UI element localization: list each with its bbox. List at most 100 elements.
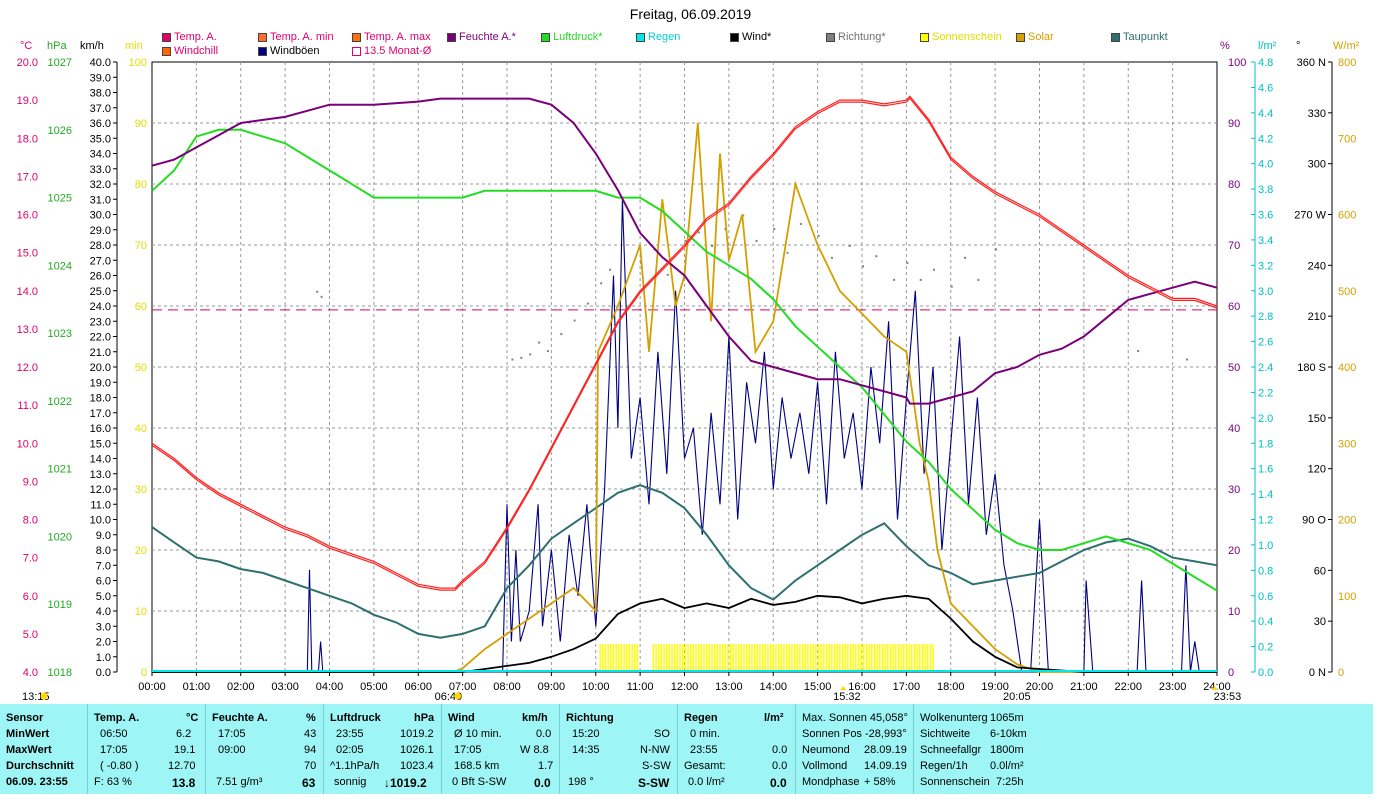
direction-point	[755, 239, 758, 242]
rain-tick-label: 2.4	[1258, 362, 1273, 374]
wind-tick-label: 22.0	[90, 332, 111, 344]
legend-swatch	[352, 32, 361, 42]
minutes-tick-label: 70	[135, 240, 147, 252]
direction-point	[817, 234, 820, 237]
direction-point	[684, 239, 687, 242]
rain-header-unit: l/m²	[764, 712, 784, 724]
minutes-tick-label: 90	[135, 118, 147, 130]
x-tick-label: 24:00	[1203, 681, 1231, 693]
pressure-min-time: 23:55	[336, 728, 364, 740]
direction-tick-label: 330	[1308, 108, 1326, 120]
humidity-avg-value: 70	[304, 760, 317, 772]
legend-label: Windböen	[270, 45, 320, 57]
legend-label: Solar	[1028, 31, 1054, 43]
temp-trend: ( -0.80 )	[100, 760, 139, 772]
legend-swatch	[1111, 32, 1120, 42]
temp-min-value: 6.2	[176, 728, 192, 740]
x-tick-label: 14:00	[759, 681, 787, 693]
temp-tick-label: 19.0	[17, 95, 38, 107]
direction-degrees: 198 °	[568, 776, 594, 788]
wind-tick-label: 20.0	[90, 362, 111, 374]
wind-tick-label: 27.0	[90, 255, 111, 267]
humidity-min-value: 43	[304, 728, 317, 740]
temp-tick-label: 12.0	[17, 362, 38, 374]
wind-avg-value: 0.0	[536, 728, 552, 740]
cloud-base-value: 1065m	[990, 712, 1024, 724]
wind-tick-label: 19.0	[90, 377, 111, 389]
temp-header: Temp. A.	[94, 712, 140, 724]
wind-tick-label: 12.0	[90, 484, 111, 496]
direction-current-value: S-SW	[638, 776, 670, 790]
solar-tick-label: 500	[1338, 286, 1356, 298]
pressure-header-unit: hPa	[414, 712, 435, 724]
sun-position: Sonnen Pos -28,993°	[802, 728, 907, 740]
plot-area	[151, 61, 1218, 673]
rain-tick-label: 4.6	[1258, 82, 1273, 94]
direction-tick-label: 150	[1308, 413, 1326, 425]
direction-point	[1185, 358, 1188, 361]
direction-point	[520, 356, 523, 359]
humidity-min-time: 17:05	[218, 728, 246, 740]
humidity-header-unit: %	[306, 712, 316, 724]
wind-tick-label: 35.0	[90, 133, 111, 145]
maxwert-label: MaxWert	[6, 744, 52, 756]
weather-forecast: sonnig	[334, 776, 367, 788]
legend-temp: Temp. A.	[162, 31, 217, 43]
wind-tick-label: 11.0	[90, 499, 111, 511]
wind-header: Wind	[448, 712, 475, 724]
rain-tick-label: 3.2	[1258, 260, 1273, 272]
direction-point	[609, 268, 612, 271]
legend-swatch	[447, 32, 456, 42]
temp-max-value: 19.1	[174, 744, 196, 756]
rain-tick-label: 3.4	[1258, 235, 1273, 247]
direction-tick-label: 210	[1308, 311, 1326, 323]
direction-point	[848, 245, 851, 247]
temp-avg-value: 12.70	[168, 760, 196, 772]
moon-phase-value: + 58%	[864, 776, 896, 788]
minutes-unit: min	[125, 40, 143, 52]
rain-per-hour-label: Regen/1h	[920, 760, 968, 772]
wind-tick-label: 28.0	[90, 240, 111, 252]
legend-label: 13.5 Monat-Ø	[364, 45, 432, 57]
humidity-tick-label: 50	[1228, 362, 1240, 374]
wind-tick-label: 38.0	[90, 88, 111, 100]
wind-tick-label: 26.0	[90, 271, 111, 283]
legend-label: Regen	[648, 31, 681, 43]
solar-tick-label: 400	[1338, 362, 1356, 374]
series-line-taupunkt	[151, 484, 1218, 639]
wind-tick-label: 39.0	[90, 72, 111, 84]
legend-solar: Solar	[1016, 31, 1054, 43]
temp-header-unit: °C	[186, 712, 199, 724]
x-tick-label: 09:00	[538, 681, 566, 693]
rain-max-time: 23:55	[690, 744, 718, 756]
minutes-tick-label: 0	[141, 667, 147, 679]
direction-tick-label: 300	[1308, 159, 1326, 171]
minutes-tick-label: 100	[129, 57, 147, 69]
direction-point	[538, 341, 541, 344]
x-tick-label: 06:00	[404, 681, 432, 693]
pressure-tick-label: 1018	[48, 667, 72, 679]
temp-unit: °C	[20, 40, 33, 52]
legend-gusts: Windböen	[258, 45, 320, 57]
legend-label: Sonnenschein	[932, 31, 1002, 43]
direction-unit: °	[1296, 40, 1301, 52]
pressure-avg-value: 1023.4	[400, 760, 434, 772]
pressure-tick-label: 1019	[48, 599, 72, 611]
legend-label: Wind*	[742, 31, 772, 43]
humidity-max-time: 09:00	[218, 744, 246, 756]
legend-month-avg: 13.5 Monat-Ø	[352, 45, 431, 57]
temp-min-time: 06:50	[100, 728, 128, 740]
legend-humidity: Feuchte A.*	[447, 31, 516, 43]
legend-swatch	[258, 46, 267, 56]
legend-swatch	[826, 32, 835, 42]
wind-tick-label: 36.0	[90, 118, 111, 130]
temp-tick-label: 5.0	[23, 629, 38, 641]
direction-tick-label: 270 W	[1294, 210, 1326, 222]
pressure-tick-label: 1024	[48, 260, 72, 272]
pressure-tick-label: 1020	[48, 531, 72, 543]
direction-point	[320, 295, 323, 298]
legend-label: Richtung*	[838, 31, 886, 43]
x-tick-label: 13:00	[715, 681, 743, 693]
x-tick-label: 23:00	[1159, 681, 1187, 693]
solar-tick-label: 100	[1338, 591, 1356, 603]
